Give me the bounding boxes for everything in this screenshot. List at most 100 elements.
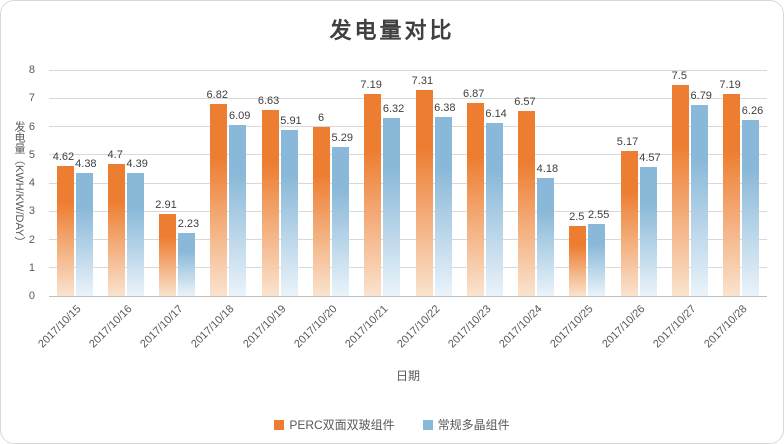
bar-group: 7.19 6.26 bbox=[716, 71, 767, 296]
bar-slot: 4.18 bbox=[537, 71, 558, 296]
bar-slot: 6.09 bbox=[229, 71, 250, 296]
bar-slot: 6 bbox=[313, 71, 331, 296]
y-tick-label: 3 bbox=[28, 205, 35, 218]
plot-area: 4.62 4.38 4.7 4.39 2.91 2.23 6.82 6.09 6.63 5.91 6… bbox=[49, 70, 767, 297]
bar-perc bbox=[672, 85, 690, 296]
bar-perc bbox=[210, 104, 228, 296]
x-tick-label: 2017/10/19 bbox=[240, 303, 289, 351]
gridline bbox=[49, 210, 767, 212]
bar-value-label: 4.39 bbox=[126, 157, 148, 170]
gridlines bbox=[49, 70, 767, 296]
bar-perc bbox=[415, 90, 433, 296]
bar-poly bbox=[332, 147, 350, 296]
bar-value-label: 6.63 bbox=[257, 94, 280, 107]
legend-label-poly: 常规多晶组件 bbox=[437, 418, 510, 432]
bar-slot: 6.32 bbox=[383, 71, 404, 296]
bar-group: 7.31 6.38 bbox=[408, 71, 459, 296]
x-tick-label: 2017/10/20 bbox=[292, 303, 340, 351]
gridline bbox=[49, 126, 767, 128]
bar-value-label: 4.7 bbox=[107, 148, 123, 161]
bar-slot: 4.57 bbox=[639, 71, 661, 296]
legend-swatch-poly-icon bbox=[422, 419, 433, 430]
bar-value-label: 6.82 bbox=[206, 89, 228, 102]
x-axis-ticks: 2017/10/15 2017/10/16 2017/10/17 2017/10/18… bbox=[36, 299, 767, 363]
bar-slot: 2.91 bbox=[155, 71, 177, 296]
bar-perc bbox=[261, 109, 279, 296]
y-axis-title: 发电量（KWH/KW/DAY） bbox=[13, 120, 25, 248]
bar-group: 6 5.29 bbox=[305, 71, 356, 296]
x-tick-label: 2017/10/22 bbox=[394, 303, 443, 351]
bar-poly bbox=[588, 224, 606, 296]
gridline bbox=[49, 182, 767, 184]
bar-perc bbox=[107, 163, 125, 296]
bar-value-label: 5.17 bbox=[616, 135, 639, 148]
bar-slot: 6.38 bbox=[434, 71, 456, 296]
x-axis-title: 日期 bbox=[395, 369, 420, 383]
bar-slot: 5.91 bbox=[280, 71, 302, 296]
bar-poly bbox=[229, 124, 247, 296]
y-tick-label: 1 bbox=[28, 261, 35, 274]
bar-perc bbox=[56, 166, 74, 296]
bar-poly bbox=[434, 116, 452, 296]
bar-slot: 5.29 bbox=[332, 71, 353, 296]
bar-perc bbox=[723, 93, 741, 296]
bar-poly bbox=[639, 167, 657, 296]
bar-slot: 4.39 bbox=[126, 71, 148, 296]
bar-value-label: 4.62 bbox=[52, 151, 75, 164]
bar-value-label: 6.38 bbox=[434, 101, 456, 114]
x-tick-label: 2017/10/27 bbox=[651, 303, 699, 351]
y-tick-label: 8 bbox=[28, 64, 35, 76]
gridline bbox=[49, 70, 767, 71]
legend-swatch-perc-icon bbox=[274, 419, 285, 430]
bar-group: 6.63 5.91 bbox=[254, 71, 305, 296]
bar-value-label: 5.91 bbox=[280, 114, 302, 127]
bar-poly bbox=[537, 178, 555, 296]
x-tick-label: 2017/10/17 bbox=[138, 303, 186, 351]
bar-value-label: 7.19 bbox=[719, 78, 741, 91]
bar-poly bbox=[691, 105, 709, 296]
bar-slot: 6.87 bbox=[463, 71, 484, 296]
bar-value-label: 6 bbox=[317, 112, 325, 125]
x-tick-label: 2017/10/15 bbox=[35, 303, 84, 351]
chart-title: 发电量对比 bbox=[329, 18, 455, 43]
y-tick-label: 0 bbox=[28, 290, 35, 302]
gridline bbox=[49, 98, 767, 100]
bar-group: 2.91 2.23 bbox=[152, 71, 203, 296]
bar-slot: 7.19 bbox=[360, 71, 382, 296]
bar-value-label: 6.26 bbox=[741, 104, 764, 117]
bar-groups: 4.62 4.38 4.7 4.39 2.91 2.23 6.82 6.09 6.63 5.91 6… bbox=[49, 71, 767, 296]
x-tick-label: 2017/10/24 bbox=[497, 303, 545, 351]
bar-value-label: 2.91 bbox=[155, 199, 177, 212]
bar-value-label: 6.87 bbox=[462, 87, 485, 100]
bar-group: 6.82 6.09 bbox=[203, 71, 254, 296]
bar-perc bbox=[466, 102, 484, 296]
y-tick-label: 2 bbox=[28, 233, 35, 246]
bar-group: 2.5 2.55 bbox=[562, 71, 613, 296]
bar-slot: 4.38 bbox=[75, 71, 97, 296]
bar-value-label: 2.55 bbox=[587, 209, 610, 222]
y-tick-label: 5 bbox=[28, 148, 35, 161]
bar-slot: 7.19 bbox=[719, 71, 741, 296]
bar-value-label: 5.29 bbox=[331, 132, 353, 145]
bar-value-label: 6.57 bbox=[514, 96, 536, 109]
bar-poly bbox=[126, 172, 144, 296]
legend: PERC双面双玻组件 常规多晶组件 bbox=[1, 416, 783, 433]
bar-slot: 4.62 bbox=[53, 71, 74, 296]
x-tick-label: 2017/10/25 bbox=[548, 303, 596, 351]
bar-value-label: 6.09 bbox=[228, 109, 251, 122]
bar-group: 6.57 4.18 bbox=[511, 71, 562, 296]
bar-group: 4.62 4.38 bbox=[49, 71, 100, 296]
bar-perc bbox=[364, 93, 382, 296]
bar-perc bbox=[620, 150, 638, 296]
bar-perc bbox=[159, 214, 177, 296]
bar-value-label: 7.19 bbox=[360, 78, 382, 91]
y-axis-ticks: 0 1 2 3 4 5 6 7 8 bbox=[1, 64, 43, 302]
bar-poly bbox=[383, 118, 401, 296]
bar-poly bbox=[75, 172, 93, 296]
bar-value-label: 6.14 bbox=[485, 108, 507, 121]
y-tick-label: 4 bbox=[28, 177, 35, 189]
bar-group: 4.7 4.39 bbox=[100, 71, 151, 296]
bar-value-label: 7.31 bbox=[411, 75, 434, 88]
bar-slot: 6.14 bbox=[485, 71, 507, 296]
